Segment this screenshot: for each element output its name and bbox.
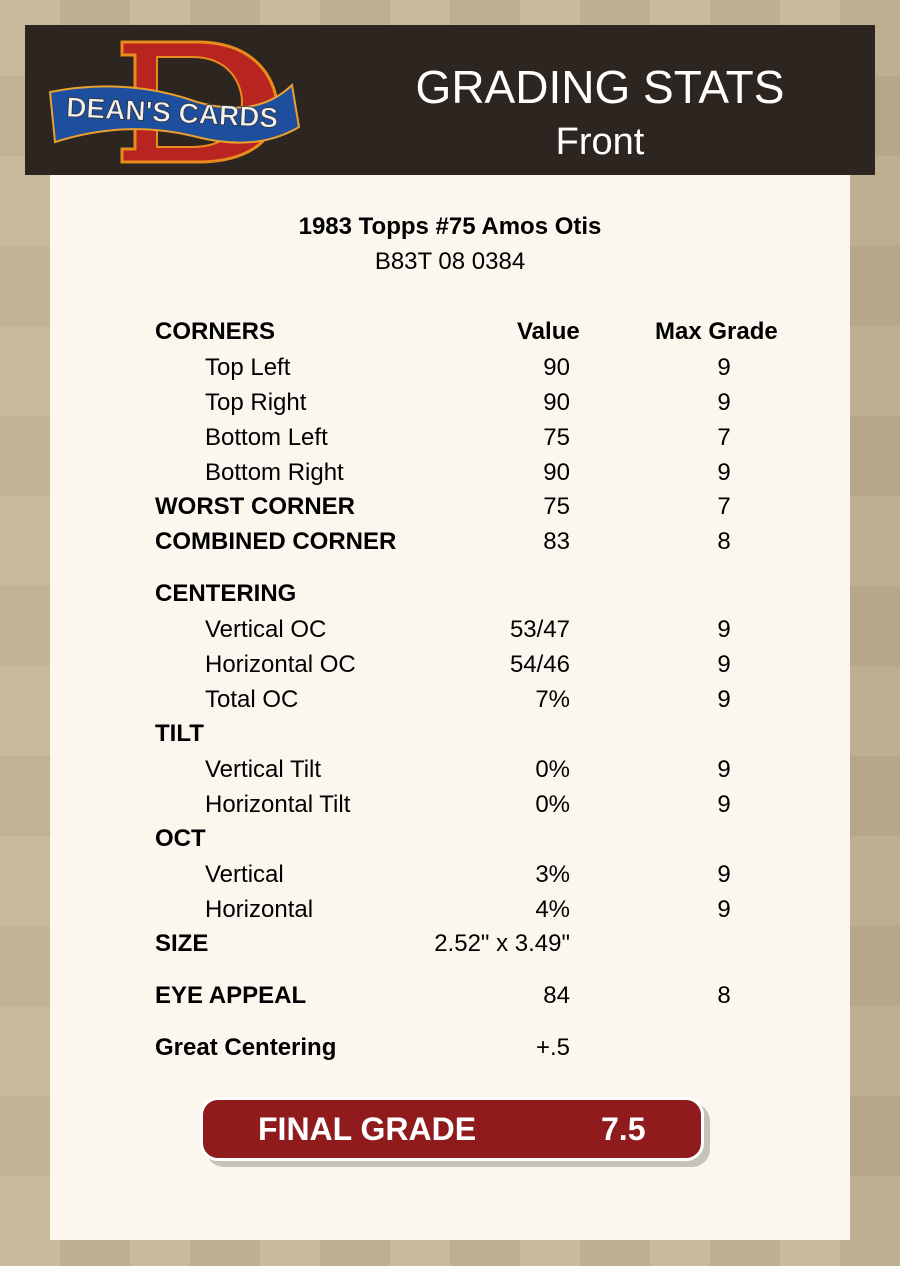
row-max-grade: 9: [717, 861, 731, 888]
row-value: 2.52" x 3.49": [434, 930, 570, 957]
row-max-grade: 9: [717, 651, 731, 678]
grade-row: Great Centering +.5: [50, 1034, 850, 1064]
grade-row: Vertical 3% 9: [50, 861, 850, 891]
row-value: 90: [543, 459, 570, 486]
row-value: 90: [543, 389, 570, 416]
row-max-grade: 9: [717, 756, 731, 783]
row-label: Top Right: [205, 389, 307, 416]
grade-row: CENTERING: [50, 580, 850, 610]
row-value: 0%: [535, 756, 570, 783]
row-label: WORST CORNER: [155, 493, 355, 520]
header-bar: DEAN'S CARDS GRADING STATS Front: [25, 25, 875, 175]
row-value: 75: [543, 493, 570, 520]
grade-row: SIZE 2.52" x 3.49": [50, 930, 850, 960]
grade-row: WORST CORNER 75 7: [50, 493, 850, 523]
row-label: TILT: [155, 720, 204, 747]
row-max-grade: 8: [717, 528, 731, 555]
deans-cards-logo: DEAN'S CARDS: [48, 40, 301, 164]
row-value: 0%: [535, 791, 570, 818]
row-label: Vertical: [205, 861, 284, 888]
row-max-grade: 9: [717, 791, 731, 818]
row-label: Horizontal OC: [205, 651, 356, 678]
row-value: 83: [543, 528, 570, 555]
page-subtitle: Front: [555, 121, 645, 163]
grade-row: CORNERS: [50, 318, 850, 348]
card-code: B83T 08 0384: [374, 248, 526, 275]
row-label: Vertical Tilt: [205, 756, 322, 783]
final-grade-value: 7.5: [601, 1111, 646, 1147]
row-max-grade: 7: [717, 424, 731, 451]
grade-row: Vertical OC 53/47 9: [50, 616, 850, 646]
row-label: Bottom Right: [205, 459, 344, 486]
grade-row: TILT: [50, 720, 850, 750]
row-max-grade: 9: [717, 354, 731, 381]
final-grade-label: FINAL GRADE: [258, 1111, 477, 1147]
row-value: 54/46: [509, 651, 570, 678]
value-column-header: Value: [517, 318, 580, 345]
grade-row: Top Left 90 9: [50, 354, 850, 384]
row-label: SIZE: [155, 930, 209, 957]
row-label: Horizontal: [205, 896, 314, 923]
row-value: +.5: [535, 1034, 570, 1061]
row-max-grade: 9: [717, 389, 731, 416]
grade-row: OCT: [50, 825, 850, 855]
row-max-grade: 9: [717, 896, 731, 923]
grade-row: EYE APPEAL 84 8: [50, 982, 850, 1012]
card-name: 1983 Topps #75 Amos Otis: [298, 213, 602, 240]
row-value: 90: [543, 354, 570, 381]
row-label: Vertical OC: [205, 616, 327, 643]
row-max-grade: 7: [717, 493, 731, 520]
row-label: Bottom Left: [205, 424, 328, 451]
grade-row: Total OC 7% 9: [50, 686, 850, 716]
row-value: 4%: [535, 896, 570, 923]
grade-row: Top Right 90 9: [50, 389, 850, 419]
grade-row: Vertical Tilt 0% 9: [50, 756, 850, 786]
grade-row: Horizontal OC 54/46 9: [50, 651, 850, 681]
max-grade-column-header: Max Grade: [655, 318, 778, 345]
row-value: 3%: [535, 861, 570, 888]
row-label: EYE APPEAL: [155, 982, 307, 1009]
row-label: CORNERS: [155, 318, 276, 345]
row-max-grade: 9: [717, 459, 731, 486]
row-value: 53/47: [509, 616, 570, 643]
row-label: Great Centering: [155, 1034, 337, 1061]
row-label: Horizontal Tilt: [205, 791, 351, 818]
row-value: 75: [543, 424, 570, 451]
grading-panel: 1983 Topps #75 Amos Otis B83T 08 0384 Va…: [50, 175, 850, 1240]
grade-row: Horizontal Tilt 0% 9: [50, 791, 850, 821]
row-max-grade: 9: [717, 686, 731, 713]
grade-row: Bottom Left 75 7: [50, 424, 850, 454]
row-value: 84: [543, 982, 570, 1009]
row-label: COMBINED CORNER: [155, 528, 397, 555]
row-label: Top Left: [205, 354, 291, 381]
row-value: 7%: [535, 686, 570, 713]
final-grade-button: FINAL GRADE 7.5: [200, 1097, 704, 1161]
row-label: Total OC: [205, 686, 299, 713]
grade-row: Horizontal 4% 9: [50, 896, 850, 926]
row-label: CENTERING: [155, 580, 297, 607]
grade-row: COMBINED CORNER 83 8: [50, 528, 850, 558]
row-max-grade: 8: [717, 982, 731, 1009]
grade-row: Bottom Right 90 9: [50, 459, 850, 489]
row-label: OCT: [155, 825, 206, 852]
page-title: GRADING STATS: [415, 61, 785, 113]
row-max-grade: 9: [717, 616, 731, 643]
